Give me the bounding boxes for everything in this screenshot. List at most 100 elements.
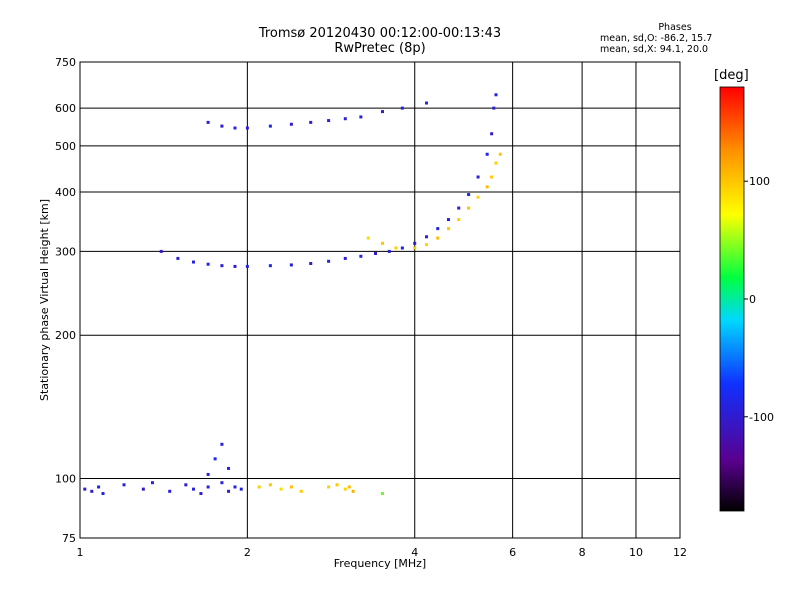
data-point [494,93,498,97]
data-point [425,235,429,239]
data-point [425,101,429,105]
data-point [467,206,471,210]
colorbar-tick-label: -100 [749,411,774,424]
y-tick-label: 750 [55,56,76,69]
data-point [446,227,450,231]
data-point [101,492,105,496]
data-point [191,487,195,491]
data-point [413,241,417,245]
data-point [467,193,471,197]
data-point [268,483,272,487]
data-point [233,126,237,130]
x-tick-label: 8 [579,546,586,559]
data-point [476,175,480,179]
data-point [309,261,313,265]
data-point [457,206,461,210]
colorbar [719,86,745,512]
data-point [485,185,489,189]
data-point [359,254,363,258]
data-point [335,483,339,487]
data-point [327,485,331,489]
phases-title: Phases [658,22,692,33]
y-tick-label: 400 [55,186,76,199]
data-point [245,264,249,268]
data-point [400,246,404,250]
colorbar-tick-label: 0 [749,293,756,306]
data-point [213,457,217,461]
data-point [206,262,210,266]
data-point [457,218,461,222]
data-point [359,115,363,119]
data-point [380,110,384,114]
x-tick-label: 2 [244,546,251,559]
phases-annotation: Phases mean, sd,O: -86.2, 15.7 mean, sd,… [600,22,740,55]
data-point [309,120,313,124]
data-point [239,487,243,491]
data-point [387,249,391,253]
data-point [289,122,293,126]
data-point [494,161,498,165]
y-tick-label: 300 [55,245,76,258]
data-point [268,124,272,128]
data-point [289,485,293,489]
y-tick-label: 100 [55,473,76,486]
data-point [150,481,154,485]
data-point [168,489,172,493]
data-point [327,259,331,263]
data-point [380,492,384,496]
data-point [490,175,494,179]
data-point [299,489,303,493]
data-point [413,246,417,250]
x-tick-label: 1 [77,546,84,559]
x-axis-title: Frequency [MHz] [334,557,426,570]
data-point [400,106,404,110]
y-tick-label: 500 [55,140,76,153]
data-point [199,492,203,496]
data-point [394,246,398,250]
colorbar-tick-label: 100 [749,175,770,188]
y-tick-label: 200 [55,329,76,342]
data-point [343,256,347,260]
data-point [485,152,489,156]
y-tick-label: 600 [55,102,76,115]
plot-frame [79,61,681,539]
data-point [227,489,231,493]
data-point [220,481,224,485]
data-point [268,264,272,268]
data-point [97,485,101,489]
data-point [141,487,145,491]
x-tick-label: 10 [629,546,643,559]
data-point [191,260,195,264]
data-point [90,489,94,493]
data-point [425,243,429,247]
colorbar-ticks: 100 0 -100 [744,175,774,424]
data-point [327,119,331,123]
chart-title: Tromsø 20120430 00:12:00-00:13:43 [258,26,502,41]
data-point [206,472,210,476]
phases-o-line: mean, sd,O: -86.2, 15.7 [600,33,713,44]
data-point [490,132,494,136]
data-point [83,487,87,491]
data-point [227,466,231,470]
data-point [206,120,210,124]
data-point [220,264,224,268]
data-point [436,227,440,231]
data-points-layer [83,93,502,496]
data-point [220,442,224,446]
y-axis: 75 100 200 300 400 500 600 750 [55,56,76,545]
data-point [245,126,249,130]
data-point [233,485,237,489]
grid-layer [80,62,680,538]
data-point [257,485,261,489]
data-point [343,117,347,121]
data-point [233,264,237,268]
x-axis: 1 2 4 6 8 10 12 [77,546,688,559]
data-point [492,106,496,110]
data-point [176,256,180,260]
data-point [351,489,355,493]
data-point [122,483,126,487]
data-point [184,483,188,487]
x-tick-label: 4 [411,546,418,559]
data-point [289,263,293,267]
